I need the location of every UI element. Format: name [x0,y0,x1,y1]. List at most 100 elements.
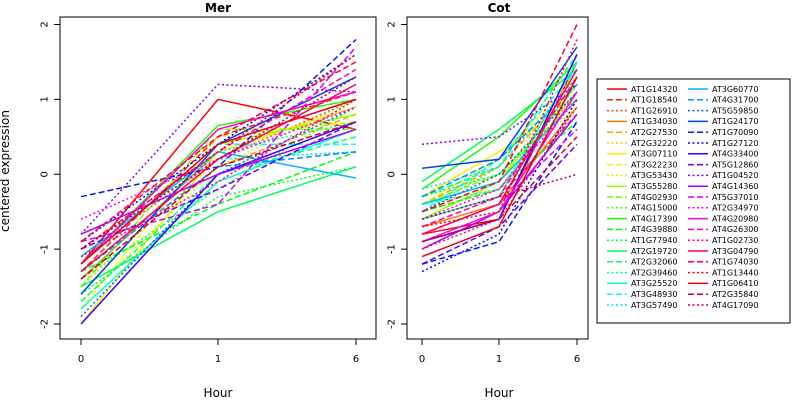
y-axis-title: centered expression [0,110,12,232]
legend-label: AT3G53430 [631,171,677,180]
legend-label: AT4G39880 [631,225,677,234]
legend-item: AT2G39460 [607,268,677,277]
legend-label: AT4G14360 [712,182,758,191]
legend-label: AT1G02730 [712,236,758,245]
series-line-at5g59850 [421,91,578,213]
series-line-at4g26300 [80,68,357,250]
legend-label: AT3G48930 [631,290,677,299]
y-tick-label: 1 [387,96,398,102]
series-line-at4g33400 [421,54,578,243]
series-line-at2g35840 [421,136,578,243]
legend-item: AT1G34030 [607,117,677,126]
legend-label: AT1G06410 [712,279,758,288]
series-line-at3g53430 [80,98,357,303]
x-tick-label: 6 [353,354,359,365]
x-tick-label: 0 [419,354,425,365]
legend-label: AT1G24170 [712,117,758,126]
y-tick-label: 0 [387,171,398,177]
panel-mer: Mer Hour 0 1 6 -2 -1 0 1 2 [40,1,377,400]
series-line-at2g34970 [421,98,578,220]
panel-title-cot: Cot [488,1,511,15]
legend-item: AT1G74030 [688,258,758,267]
legend-label: AT1G26910 [631,106,677,115]
legend-item: AT4G33400 [688,150,758,159]
series-line-at1g70090 [421,121,578,265]
legend-label: AT4G15000 [631,204,677,213]
series-line-at2g32060 [80,136,357,303]
legend-item: AT1G06410 [688,279,758,288]
legend-label: AT2G27530 [631,128,677,137]
x-tick-label: 1 [215,354,221,365]
series-line-at1g27120 [421,99,578,273]
x-axis-title-mer: Hour [204,386,233,400]
legend-label: AT1G74030 [712,258,758,267]
series-line-at1g02730 [421,106,578,250]
x-tick-label: 0 [78,354,84,365]
legend-item: AT4G14360 [688,182,758,191]
series-line-at1g04520 [421,83,578,146]
series-line-at1g24170 [80,76,357,295]
y-tick-label: -1 [387,244,398,254]
legend-item: AT1G13440 [688,268,758,277]
series-line-at1g74030 [421,24,578,213]
panel-cot: Cot Hour 0 1 6 -2 -1 0 1 2 [387,1,589,400]
legend-item: AT2G19720 [607,247,677,256]
y-tick-label: -1 [40,244,51,254]
series-line-at4g15000 [80,106,357,280]
series-line-at1g77940 [80,166,357,295]
series-line-at1g13440 [80,53,357,250]
legend-label: AT2G34970 [712,204,758,213]
series-line-at4g39880 [80,151,357,273]
legend-label: AT2G39460 [631,268,677,277]
legend-item: AT3G57490 [607,301,677,310]
legend-item: AT4G20980 [688,214,758,223]
series-line-at4g17090 [80,76,357,250]
legend-item: AT2G34970 [688,204,758,213]
legend-item: AT4G02930 [607,193,677,202]
y-tick-label: 1 [40,96,51,102]
legend-item: AT2G32060 [607,258,677,267]
y-tick-label: 2 [387,21,398,27]
series-line-at3g22230 [421,76,578,205]
series-line-at2g19720 [80,166,357,288]
legend-box [596,78,791,324]
legend-item: AT4G26300 [688,225,758,234]
legend-item: AT1G70090 [688,128,758,137]
y-tick-label: 0 [40,171,51,177]
legend-item: AT1G24170 [688,117,758,126]
series-line-at4g17390 [80,98,357,265]
series-line-at5g37010 [80,46,357,243]
legend-label: AT2G32060 [631,258,677,267]
legend-label: AT5G12860 [712,160,758,169]
series-line-at1g06410 [80,98,357,265]
series-line-at1g70090 [80,38,357,198]
legend-label: AT3G07110 [631,150,677,159]
legend-item: AT3G48930 [607,290,677,299]
legend-item: AT2G35840 [688,290,758,299]
legend-label: AT1G77940 [631,236,677,245]
series-line-at1g74030 [80,61,357,243]
legend-item: AT4G31700 [688,96,758,105]
legend-item: AT3G55280 [607,182,677,191]
y-tick-label: -2 [40,319,51,329]
series-line-at1g13440 [421,39,578,228]
legend-item: AT4G17090 [688,301,758,310]
legend-label: AT4G20980 [712,214,758,223]
legend-item: AT2G27530 [607,128,677,137]
series-line-at1g18540 [421,113,578,220]
legend-label: AT3G22230 [631,160,677,169]
legend-item: AT1G02730 [688,236,758,245]
legend-label: AT1G18540 [631,96,677,105]
series-line-at2g32060 [421,53,578,198]
legend-item: AT3G07110 [607,150,677,159]
x-axis-title-cot: Hour [485,386,514,400]
legend-item: AT4G15000 [607,204,677,213]
legend-label: AT3G04790 [712,247,758,256]
legend-item: AT5G12860 [688,160,758,169]
legend-label: AT1G70090 [712,128,758,137]
series-group [80,38,357,325]
legend-label: AT4G02930 [631,193,677,202]
series-line-at2g19720 [421,68,578,183]
series-line-at2g35840 [80,121,357,280]
